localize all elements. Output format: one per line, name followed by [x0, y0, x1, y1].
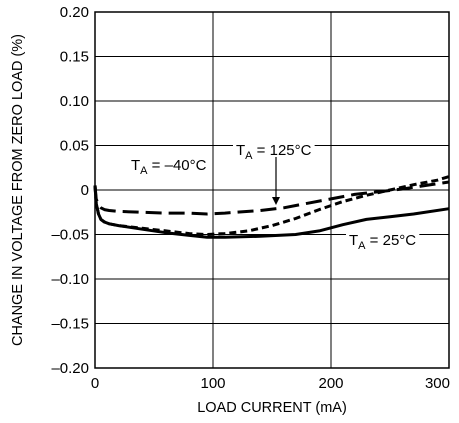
- annotation-background: [128, 156, 210, 178]
- annotation-main: T: [131, 157, 140, 174]
- annotation-sub: A: [358, 240, 366, 252]
- y-tick-label: –0.15: [51, 316, 89, 333]
- annotation-sub: A: [140, 165, 148, 177]
- svg-text:TA = –40°C: TA = –40°C: [131, 157, 207, 177]
- annotation-rest: = 125°C: [253, 142, 312, 159]
- y-tick-label: –0.05: [51, 227, 89, 244]
- y-tick-label: 0.05: [60, 138, 89, 155]
- annotation-rest: = 25°C: [366, 232, 417, 249]
- y-tick-label: 0.20: [60, 4, 89, 21]
- grid: [94, 11, 450, 369]
- y-axis-label: CHANGE IN VOLTAGE FROM ZERO LOAD (%): [10, 34, 26, 346]
- y-tick-label: 0.10: [60, 93, 89, 110]
- x-tick-label: 200: [318, 375, 343, 392]
- annotation-ta-minus40: TA = –40°C: [128, 156, 210, 178]
- annotation-main: T: [349, 232, 358, 249]
- y-tick-label: –0.10: [51, 271, 89, 288]
- annotation-main: T: [236, 142, 245, 159]
- annotation-rest: = –40°C: [148, 157, 207, 174]
- y-tick-labels: 0.20 0.15 0.10 0.05 0 –0.05 –0.10 –0.15 –0.20: [51, 4, 89, 377]
- svg-text:TA = 125°C: TA = 125°C: [236, 142, 312, 162]
- series-line: [93, 175, 450, 236]
- series-group: [93, 175, 450, 239]
- annotation-background: [233, 141, 315, 163]
- plot-frame: [94, 11, 450, 369]
- y-tick-label: –0.20: [51, 360, 89, 377]
- annotation-ta-125: TA = 125°C: [233, 141, 315, 205]
- y-tick-label: 0: [81, 182, 89, 199]
- y-tick-label: 0.15: [60, 49, 89, 66]
- x-tick-label: 100: [200, 375, 225, 392]
- x-axis-label: LOAD CURRENT (mA): [197, 400, 347, 416]
- annotation-sub: A: [245, 150, 253, 162]
- series-line: [93, 180, 450, 216]
- annotation-ta-25: TA = 25°C: [346, 231, 420, 253]
- annotation-background: [346, 231, 420, 253]
- annotation-arrow-head: [272, 197, 280, 205]
- svg-text:TA = 25°C: TA = 25°C: [349, 232, 416, 252]
- x-tick-label: 0: [91, 375, 99, 392]
- x-tick-labels: 0 100 200 300: [91, 375, 450, 392]
- x-tick-label: 300: [425, 375, 450, 392]
